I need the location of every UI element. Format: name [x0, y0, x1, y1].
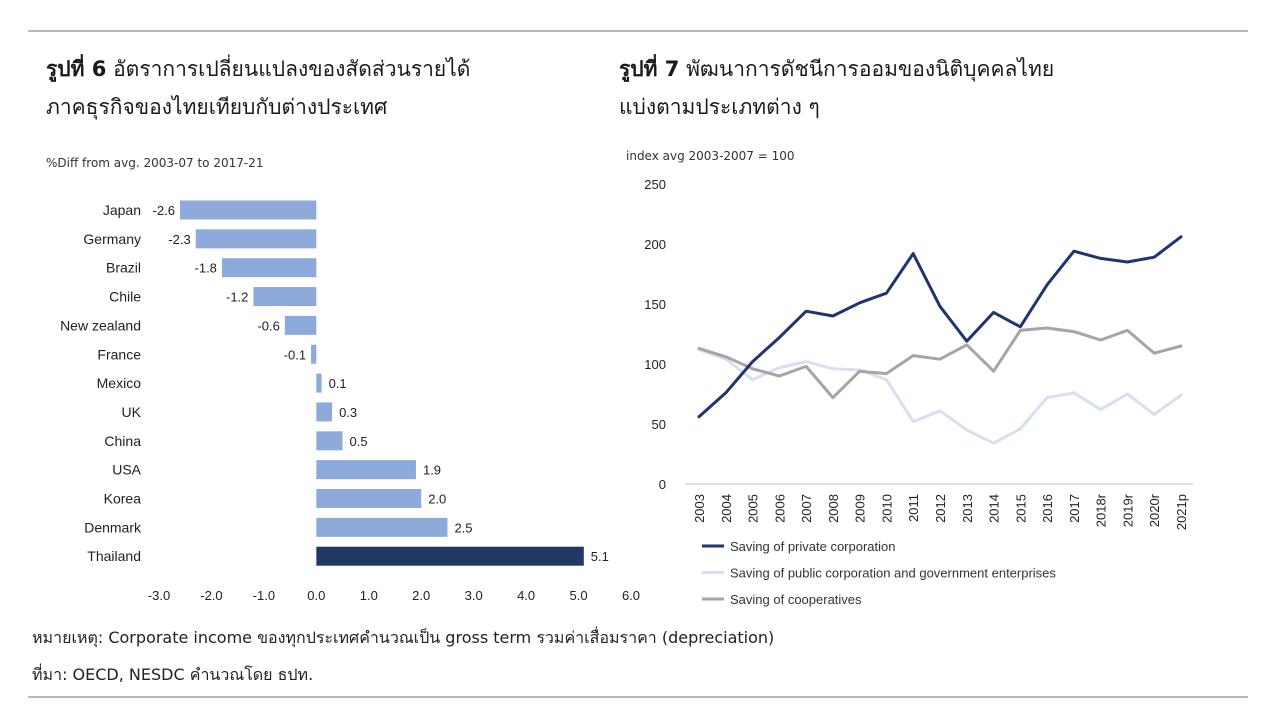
category-label-brazil: Brazil — [106, 260, 141, 276]
x-tick-label: 6.0 — [622, 588, 640, 603]
category-label-france: France — [97, 346, 141, 362]
x-tick-label: -1.0 — [253, 588, 275, 603]
value-label-uk: 0.3 — [339, 405, 357, 420]
top-rule — [28, 30, 1248, 32]
x-tick-label-2006: 2006 — [772, 494, 787, 523]
x-tick-label: -3.0 — [148, 588, 170, 603]
x-tick-label-2004: 2004 — [719, 494, 734, 523]
y-tick-label: 50 — [652, 417, 666, 432]
x-tick-label-2019r: 2019r — [1120, 493, 1135, 527]
value-label-japan: -2.6 — [153, 203, 175, 218]
y-tick-label: 200 — [644, 237, 666, 252]
x-tick-label-2020r: 2020r — [1147, 493, 1162, 527]
legend-label-saving-of-cooperatives: Saving of cooperatives — [730, 592, 862, 607]
x-tick-label: 1.0 — [360, 588, 378, 603]
figure-7-title-line2: แบ่งตามประเภทต่าง ๆ — [619, 95, 820, 119]
value-label-france: -0.1 — [284, 347, 306, 362]
value-label-mexico: 0.1 — [329, 376, 347, 391]
figure-6-unit-label: %Diff from avg. 2003-07 to 2017-21 — [46, 156, 264, 170]
value-label-china: 0.5 — [350, 434, 368, 449]
legend-label-saving-of-public-corporation-and-government-enterprises: Saving of public corporation and governm… — [730, 566, 1056, 581]
category-label-china: China — [104, 433, 141, 449]
figure-6-title-line2: ภาคธุรกิจของไทยเทียบกับต่างประเทศ — [46, 95, 388, 119]
bar-new-zealand — [284, 315, 317, 335]
bar-germany — [195, 229, 317, 249]
bar-china — [316, 431, 343, 451]
x-tick-label: 0.0 — [307, 588, 325, 603]
bar-uk — [316, 402, 333, 422]
figure-7-title-line1: พัฒนาการดัชนีการออมของนิติบุคคลไทย — [686, 57, 1055, 81]
x-tick-label-2007: 2007 — [799, 494, 814, 523]
bar-brazil — [221, 258, 317, 278]
x-tick-label-2014: 2014 — [987, 494, 1002, 523]
x-tick-label: 3.0 — [465, 588, 483, 603]
y-tick-label: 0 — [659, 477, 666, 492]
bar-denmark — [316, 517, 448, 537]
y-tick-label: 100 — [644, 357, 666, 372]
figure-7-title: รูปที่ 7 พัฒนาการดัชนีการออมของนิติบุคคล… — [619, 50, 1054, 126]
figure-6-title-line1: อัตราการเปลี่ยนแปลงของสัดส่วนรายได้ — [113, 57, 471, 81]
x-tick-label-2003: 2003 — [692, 494, 707, 523]
value-label-germany: -2.3 — [168, 232, 190, 247]
legend-label-saving-of-private-corporation: Saving of private corporation — [730, 539, 895, 554]
x-tick-label-2021p: 2021p — [1174, 494, 1189, 530]
x-tick-label-2012: 2012 — [933, 494, 948, 523]
category-label-new-zealand: New zealand — [60, 317, 141, 333]
bar-chile — [253, 287, 317, 307]
bar-chart-corporate-income-share: Japan -2.6 Germany -2.3 Brazil -1.8 Chile -1.2 N… — [60, 200, 640, 603]
figure-6-title: รูปที่ 6 อัตราการเปลี่ยนแปลงของสัดส่วนรา… — [46, 50, 470, 126]
x-tick-label-2016: 2016 — [1040, 494, 1055, 523]
bar-mexico — [316, 373, 322, 393]
x-tick-label: 4.0 — [517, 588, 535, 603]
value-label-chile: -1.2 — [226, 290, 248, 305]
value-label-denmark: 2.5 — [454, 520, 472, 535]
x-tick-label-2015: 2015 — [1013, 494, 1028, 523]
category-label-chile: Chile — [109, 289, 141, 305]
category-label-usa: USA — [112, 462, 141, 478]
figure-7-number: รูปที่ 7 — [619, 57, 680, 81]
line-chart-corporate-saving-index: 0 50 100 150 200 250 2003 2004 2005 2006 2007 2008 2… — [644, 177, 1193, 607]
bottom-rule — [28, 696, 1248, 698]
value-label-brazil: -1.8 — [195, 261, 217, 276]
category-label-denmark: Denmark — [84, 519, 142, 535]
category-label-thailand: Thailand — [87, 548, 141, 564]
value-label-new-zealand: -0.6 — [257, 318, 279, 333]
y-tick-label: 150 — [644, 297, 666, 312]
x-tick-label-2010: 2010 — [879, 494, 894, 523]
category-label-mexico: Mexico — [97, 375, 142, 391]
y-tick-label: 250 — [644, 177, 666, 192]
bar-france — [311, 344, 317, 364]
category-label-korea: Korea — [104, 491, 142, 507]
series-line-saving-of-private-corporation — [697, 235, 1183, 419]
figure-7-unit-label: index avg 2003-2007 = 100 — [626, 149, 795, 163]
x-tick-label-2009: 2009 — [853, 494, 868, 523]
category-label-uk: UK — [122, 404, 142, 420]
value-label-usa: 1.9 — [423, 463, 441, 478]
x-tick-label-2017: 2017 — [1067, 494, 1082, 523]
x-tick-label-2005: 2005 — [746, 494, 761, 523]
footnote-source: ที่มา: OECD, NESDC คำนวณโดย ธปท. — [32, 665, 314, 684]
series-line-saving-of-cooperatives — [697, 326, 1183, 400]
value-label-korea: 2.0 — [428, 492, 446, 507]
bar-korea — [316, 489, 422, 508]
x-tick-label: 2.0 — [412, 588, 430, 603]
category-label-japan: Japan — [103, 202, 141, 218]
x-tick-label-2011: 2011 — [906, 494, 921, 522]
x-tick-label: -2.0 — [200, 588, 222, 603]
value-label-thailand: 5.1 — [591, 549, 609, 564]
x-tick-label-2008: 2008 — [826, 494, 841, 523]
figure-6-number: รูปที่ 6 — [46, 57, 107, 81]
bar-thailand — [316, 546, 584, 566]
category-label-germany: Germany — [83, 231, 141, 247]
footnote-note: หมายเหตุ: Corporate income ของทุกประเทศค… — [32, 628, 775, 647]
x-tick-label-2018r: 2018r — [1094, 493, 1109, 527]
bar-japan — [179, 200, 317, 220]
bar-usa — [316, 460, 416, 480]
x-tick-label-2013: 2013 — [960, 494, 975, 523]
x-tick-label: 5.0 — [570, 588, 588, 603]
series-line-saving-of-public-corporation-and-government-enterprises — [697, 348, 1183, 445]
